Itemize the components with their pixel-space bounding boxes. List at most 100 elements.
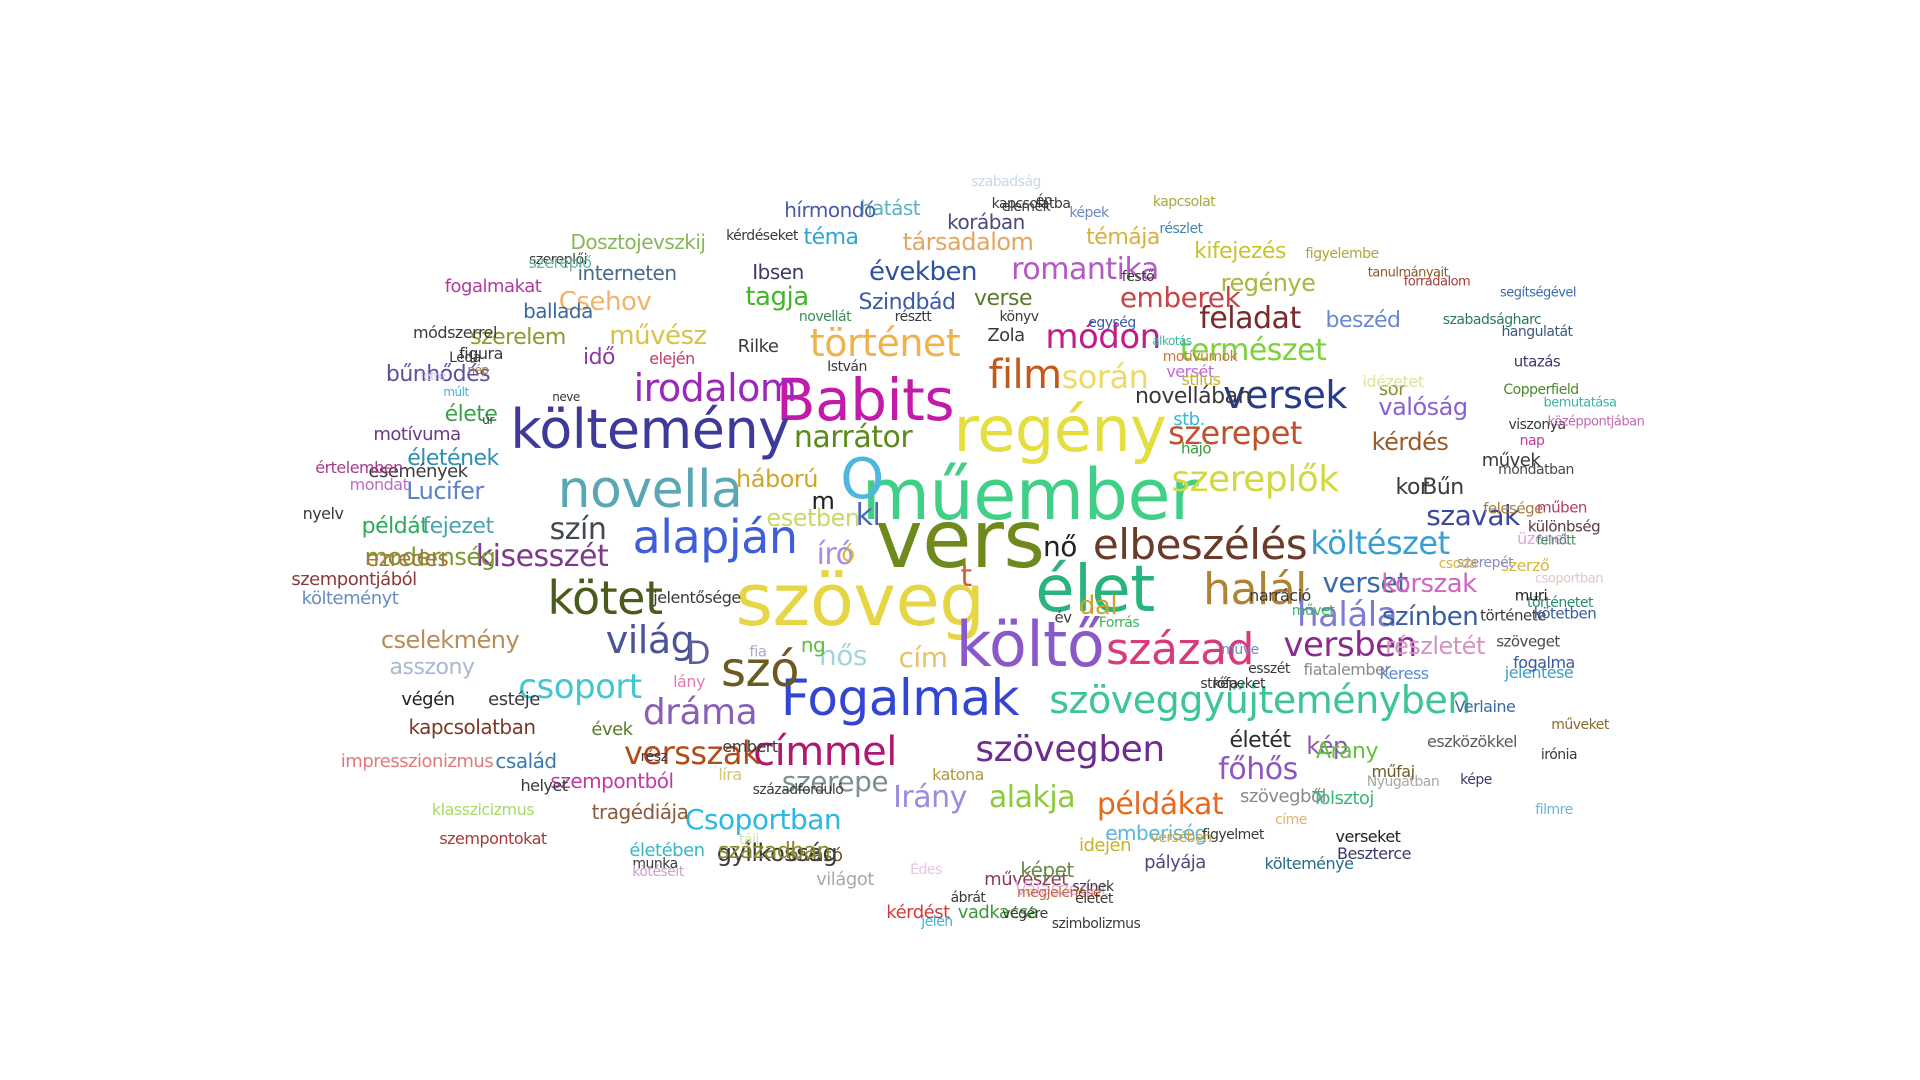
cloud-word: ábrát <box>950 890 986 906</box>
cloud-word: műveket <box>1551 717 1609 733</box>
cloud-word: kapcsolatban <box>408 715 536 739</box>
cloud-word: forradalom <box>1403 274 1471 290</box>
cloud-word: témája <box>1086 225 1160 250</box>
cloud-word: Lucifer <box>406 477 484 505</box>
cloud-word: fogalmakat <box>444 276 542 297</box>
cloud-word: század <box>1106 624 1254 675</box>
cloud-word: modernség <box>364 543 496 571</box>
cloud-word: szerepét <box>1456 555 1514 571</box>
cloud-word: eszközökkel <box>1427 732 1518 751</box>
cloud-word: felnőtt <box>1536 533 1576 549</box>
cloud-word: utazás <box>1513 352 1561 371</box>
cloud-word: kapcsolatba <box>991 196 1071 212</box>
cloud-word: költemény <box>510 398 790 461</box>
cloud-word: tragédiája <box>591 800 689 824</box>
cloud-word: Arany <box>1315 739 1379 764</box>
cloud-word: művek <box>1481 450 1541 471</box>
cloud-word: fiatalember <box>1303 660 1391 679</box>
cloud-word: verset <box>1322 566 1408 599</box>
cloud-word: szerző <box>1500 556 1550 575</box>
cloud-word: mondatban <box>1498 462 1574 478</box>
cloud-word: szimbolizmus <box>1051 916 1141 932</box>
cloud-word: tájj <box>739 832 759 848</box>
cloud-word: középpontjában <box>1547 414 1645 430</box>
cloud-word: én <box>1035 193 1053 209</box>
cloud-word: líra <box>718 765 742 784</box>
cloud-word: strófa <box>1200 676 1238 692</box>
cloud-word: szabadságharc <box>1442 312 1542 328</box>
cloud-word: olvasó <box>787 845 843 866</box>
cloud-word: emberiség <box>1105 821 1207 845</box>
cloud-word: Csoportban <box>684 803 842 836</box>
cloud-word: művész <box>609 321 707 351</box>
cloud-word: üzenet <box>1517 529 1569 548</box>
cloud-word: módszerrel <box>413 323 497 342</box>
cloud-word: fogalma <box>1513 653 1575 672</box>
cloud-word: elemek <box>1001 199 1051 215</box>
cloud-word: nép <box>467 363 489 377</box>
cloud-word: címmel <box>753 729 897 775</box>
cloud-word: sor <box>1378 379 1406 400</box>
cloud-word: D <box>685 634 711 672</box>
cloud-word: csoda <box>1438 556 1478 572</box>
cloud-word: szempontból <box>550 769 674 793</box>
cloud-word: szavak <box>1426 499 1520 532</box>
cloud-word: figura <box>459 344 503 363</box>
cloud-word: történetet <box>1527 595 1594 611</box>
cloud-word: életet <box>1075 891 1113 907</box>
cloud-word: versek <box>1223 373 1347 417</box>
cloud-word: novellát <box>798 309 852 325</box>
cloud-word: bemutatása <box>1543 395 1617 411</box>
cloud-word: O <box>840 447 884 512</box>
cloud-word: főhős <box>1218 752 1298 787</box>
cloud-word: színben <box>1381 602 1479 632</box>
cloud-word: irodalom <box>633 366 797 410</box>
cloud-word: múlt <box>443 385 469 399</box>
cloud-word: években <box>869 257 977 287</box>
cloud-word: jelentése <box>1504 663 1574 682</box>
cloud-word: címe <box>1275 812 1307 828</box>
cloud-word: színek <box>1072 879 1114 895</box>
cloud-word: helyet <box>520 776 568 795</box>
cloud-word: narrátor <box>793 420 913 455</box>
cloud-word: dal <box>1078 591 1118 621</box>
cloud-word: neve <box>552 390 580 404</box>
cloud-word: figyelmet <box>1202 827 1264 843</box>
cloud-word: szerepet <box>1168 414 1302 452</box>
cloud-word: szempontjából <box>291 569 417 590</box>
cloud-word: ezredes <box>365 547 449 572</box>
cloud-word: fia <box>749 642 767 661</box>
cloud-word: szín <box>549 512 607 547</box>
cloud-word: fejezet <box>422 514 494 539</box>
cloud-word: munka <box>632 856 678 872</box>
cloud-word: t <box>960 559 972 594</box>
cloud-word: Fogalmak <box>780 669 1020 727</box>
cloud-word: romantika <box>1011 252 1159 287</box>
cloud-word: kérdéseket <box>726 228 798 244</box>
cloud-word: műben <box>1537 498 1587 517</box>
cloud-word: Tolsztoj <box>1312 788 1374 809</box>
cloud-word: regénye <box>1220 269 1316 297</box>
cloud-word: Válaszodat <box>1014 879 1108 900</box>
cloud-word: esetben <box>766 504 860 532</box>
cloud-word: egység <box>1088 315 1136 331</box>
cloud-word: élete <box>444 402 498 427</box>
cloud-word: Forrás <box>1098 615 1140 631</box>
cloud-word: alkotás <box>1152 334 1192 348</box>
cloud-word: szövegben <box>975 729 1165 770</box>
cloud-word: katona <box>932 765 984 784</box>
cloud-word: klasszicizmus <box>431 800 535 819</box>
cloud-word: kötetben <box>1533 604 1597 623</box>
cloud-word: esszét <box>1248 661 1290 677</box>
cloud-word: módon <box>1045 317 1161 357</box>
cloud-word: halál <box>1203 564 1307 615</box>
cloud-word: stílus <box>1181 370 1221 389</box>
cloud-word: versét <box>1166 362 1214 381</box>
cloud-word: versben <box>1283 625 1417 665</box>
cloud-word: idézetet <box>1362 372 1424 391</box>
cloud-word: beszéd <box>1325 308 1401 333</box>
cloud-word: nap <box>1519 433 1545 449</box>
cloud-word: jelen <box>921 914 953 930</box>
cloud-word: nő <box>1043 530 1077 563</box>
cloud-word: impresszionizmus <box>340 751 494 772</box>
